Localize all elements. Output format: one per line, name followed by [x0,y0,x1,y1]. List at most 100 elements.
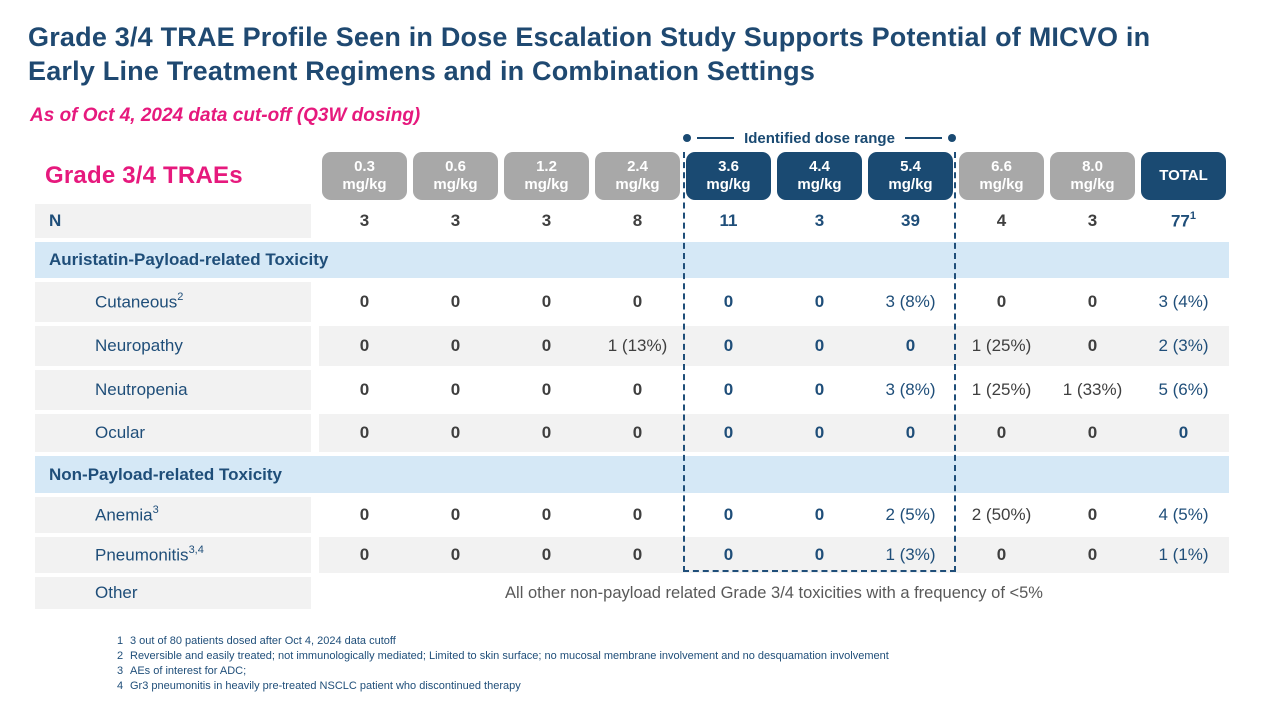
row-label-ocular: Ocular [35,414,311,452]
dose-unit: mg/kg [1070,176,1115,193]
data-cell: 0 [996,423,1007,442]
data-cell: 0 [814,545,825,564]
data-cell: 0 [814,380,825,399]
row-label-other: Other [35,577,311,609]
trae-table: Grade 3/4 TRAEs 0.3 mg/kg 0.6 mg/kg 1.2 mg/… [35,152,1229,613]
data-cell: 0 [632,505,643,524]
column-header-1.2mgkg: 1.2 mg/kg [504,152,589,200]
data-cell: 0 [723,380,734,399]
dose-value: 0.3 [354,157,375,175]
data-cell: 1 (33%) [1062,380,1123,399]
data-cell: 0 [723,505,734,524]
data-cell: 0 [1087,292,1098,311]
table-row-cutaneous: Cutaneous2 0 0 0 0 0 0 3 (8%) 0 0 3 (4%) [35,282,1229,322]
data-cell: 1 (3%) [885,545,936,564]
table-title-cell: Grade 3/4 TRAEs [35,152,311,200]
table-row-n: N 3 3 3 8 11 3 39 4 3 771 [35,204,1229,238]
column-header-5.4mgkg: 5.4 mg/kg [868,152,953,200]
data-cell: 0 [996,545,1007,564]
data-cell: 0 [723,545,734,564]
data-cell-total: 1 (1%) [1158,545,1209,564]
column-header-0.6mgkg: 0.6 mg/kg [413,152,498,200]
slide-title: Grade 3/4 TRAE Profile Seen in Dose Esca… [28,22,1151,87]
data-cell: 39 [901,211,920,230]
range-line-left [697,137,735,139]
data-cell: 3 (8%) [885,292,936,311]
dose-unit: mg/kg [342,176,387,193]
column-header-3.6mgkg: 3.6 mg/kg [686,152,771,200]
data-cell: 0 [632,423,643,442]
row-label-neuropathy: Neuropathy [35,326,311,366]
dose-unit: mg/kg [888,176,933,193]
row-band: 0 0 0 0 0 0 1 (3%) 0 0 1 (1%) [319,537,1229,573]
data-cell: 0 [450,292,461,311]
data-cell: 0 [359,336,370,355]
dose-value: 3.6 [718,157,739,175]
data-cell: 0 [359,505,370,524]
data-cell: 0 [632,292,643,311]
data-cell: 0 [541,336,552,355]
dose-value: 2.4 [627,157,648,175]
data-cell-total: 4 (5%) [1158,505,1209,524]
dose-unit: mg/kg [433,176,478,193]
data-cell: 8 [632,211,643,230]
data-cutoff-subtitle: As of Oct 4, 2024 data cut-off (Q3W dosi… [30,105,421,126]
data-cell: 11 [719,211,738,230]
data-cell: 0 [450,423,461,442]
data-cell-total: 5 (6%) [1158,380,1209,399]
data-cell: 0 [541,292,552,311]
data-cell: 0 [1087,505,1098,524]
data-cell: 0 [814,505,825,524]
dose-unit: mg/kg [979,176,1024,193]
row-band: 0 0 0 0 0 0 2 (5%) 2 (50%) 0 4 (5%) [319,497,1229,533]
data-cell: 3 [450,211,461,230]
table-row-other: Other All other non-payload related Grad… [35,577,1229,609]
footnote-ref: 2 [177,290,184,303]
column-header-0.3mgkg: 0.3 mg/kg [322,152,407,200]
row-band: 3 3 3 8 11 3 39 4 3 771 [319,204,1229,238]
column-header-6.6mgkg: 6.6 mg/kg [959,152,1044,200]
data-cell: 0 [723,292,734,311]
data-cell: 0 [450,545,461,564]
table-row-ocular: Ocular 0 0 0 0 0 0 0 0 0 0 [35,414,1229,452]
column-header-total: TOTAL [1141,152,1226,200]
section-header: Non-Payload-related Toxicity [35,456,1229,493]
data-cell: 3 [814,211,825,230]
range-line-right [904,137,943,139]
dose-value: 1.2 [536,157,557,175]
data-cell: 0 [814,292,825,311]
data-cell: 2 (5%) [885,505,936,524]
row-band: 0 0 0 0 0 0 0 0 0 0 [319,414,1229,452]
data-cell-total: 0 [1178,423,1189,442]
footnote-4: 4 Gr3 pneumonitis in heavily pre-treated … [117,680,521,692]
dose-value: 4.4 [809,157,830,175]
footnote-ref: 3 [152,503,159,516]
data-cell: 0 [541,380,552,399]
data-cell: 0 [359,423,370,442]
data-cell: 3 [541,211,552,230]
section-row-non-payload: Non-Payload-related Toxicity [35,456,1229,493]
row-label-anemia: Anemia3 [35,497,311,533]
data-cell: 0 [359,545,370,564]
data-cell: 0 [1087,423,1098,442]
data-cell: 1 (25%) [971,336,1032,355]
column-header-8.0mgkg: 8.0 mg/kg [1050,152,1135,200]
data-cell: 0 [450,336,461,355]
table-row-neutropenia: Neutropenia 0 0 0 0 0 0 3 (8%) 1 (25%) 1… [35,370,1229,410]
section-row-auristatin: Auristatin-Payload-related Toxicity [35,242,1229,278]
footnote-3: 3 AEs of interest for ADC; [117,665,247,677]
data-cell: 0 [632,545,643,564]
identified-dose-range-label: Identified dose range [744,129,895,147]
data-cell: 0 [814,336,825,355]
row-label-pneumonitis: Pneumonitis3,4 [35,537,311,573]
table-row-anemia: Anemia3 0 0 0 0 0 0 2 (5%) 2 (50%) 0 4 (… [35,497,1229,533]
data-cell: 0 [814,423,825,442]
data-cell: 0 [450,380,461,399]
footnote-2: 2 Reversible and easily treated; not immu… [117,650,889,662]
other-toxicities-note: All other non-payload related Grade 3/4 … [505,583,1043,602]
column-header-2.4mgkg: 2.4 mg/kg [595,152,680,200]
data-cell: 0 [359,380,370,399]
dose-unit: mg/kg [797,176,842,193]
